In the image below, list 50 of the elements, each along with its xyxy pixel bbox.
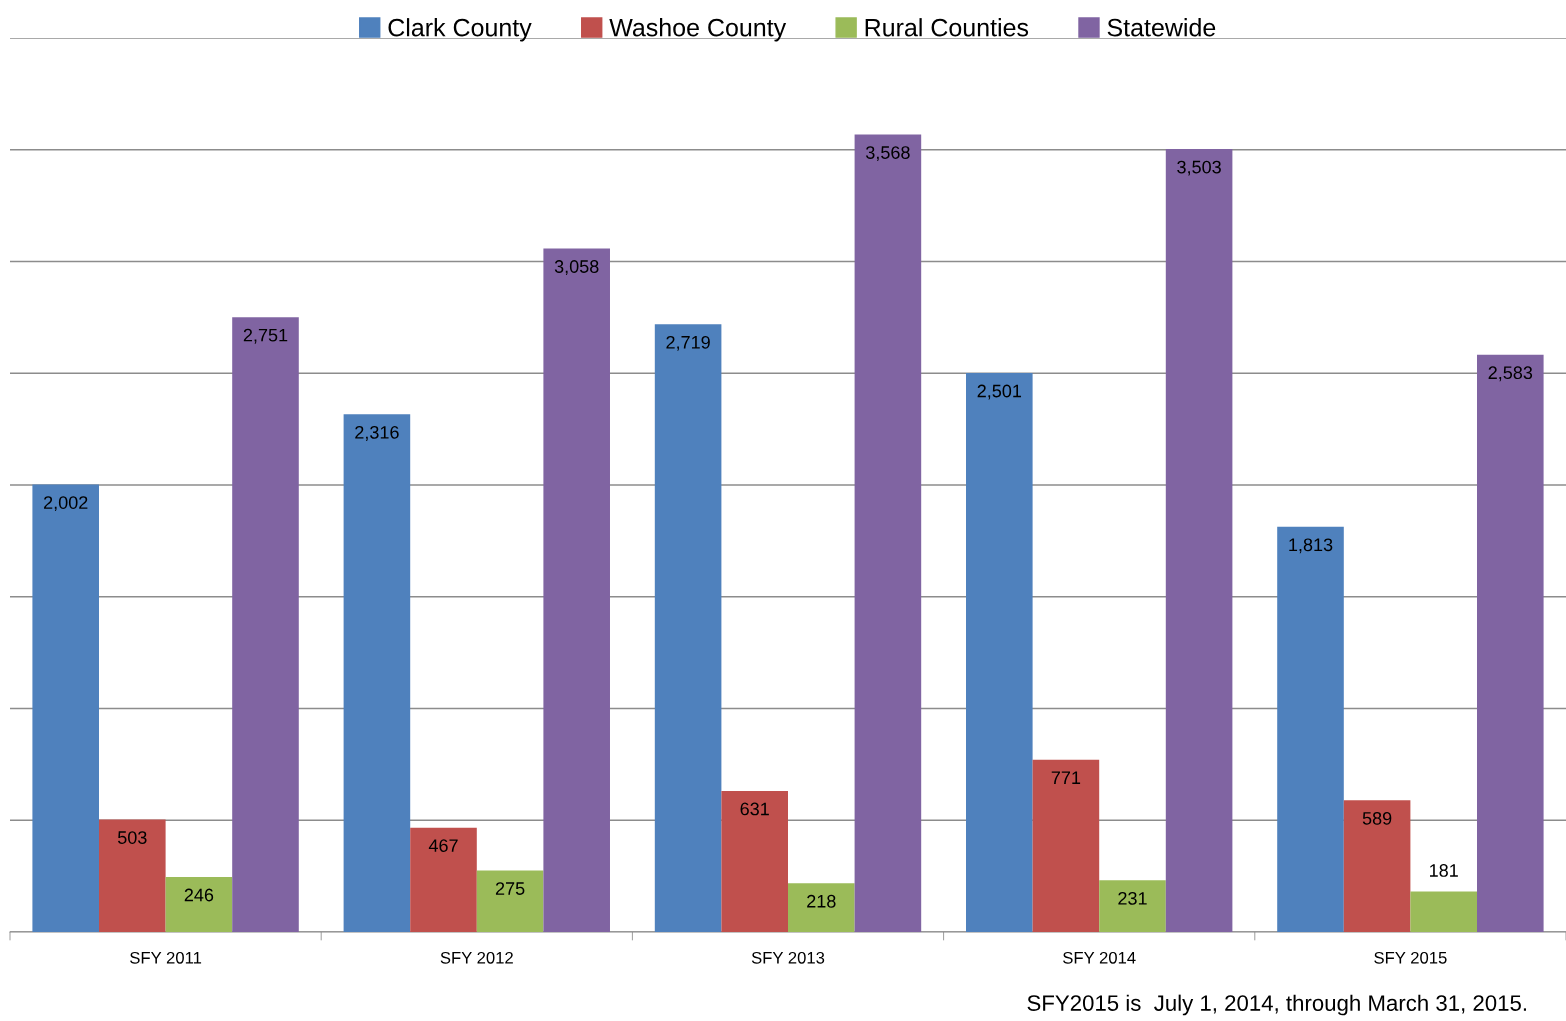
data-label: 2,316: [355, 425, 399, 441]
x-tick-label: SFY 2015: [1374, 951, 1447, 964]
data-label: 467: [428, 839, 458, 852]
data-label: 231: [1118, 891, 1147, 905]
data-label: 275: [495, 882, 525, 895]
data-label: 2,719: [666, 335, 710, 351]
x-tick-label: SFY 2011: [130, 951, 202, 964]
bar: [410, 827, 477, 932]
bar: [1477, 354, 1544, 932]
data-label: 3,058: [554, 260, 599, 276]
bar: [721, 790, 788, 932]
bar: [476, 870, 544, 932]
bar: [654, 324, 722, 932]
bar: [1410, 891, 1477, 932]
x-tick-label: SFY 2012: [440, 951, 513, 964]
x-tick-label: SFY 2014: [1063, 951, 1136, 964]
legend-label: Statewide: [1107, 18, 1216, 37]
bar: [232, 317, 299, 932]
bar: [1032, 759, 1100, 932]
data-label: 2,002: [44, 496, 88, 512]
bar: [99, 819, 166, 932]
data-label: 3,568: [865, 146, 910, 162]
data-label: 2,501: [977, 384, 1022, 400]
data-label: 771: [1051, 771, 1081, 784]
bar: [165, 877, 233, 932]
bar: [32, 484, 99, 932]
bar: [854, 134, 922, 932]
data-label: 246: [184, 888, 214, 902]
bar: [1277, 526, 1344, 932]
bar: [343, 414, 411, 932]
data-label: 1,813: [1289, 538, 1333, 554]
legend-label: Clark County: [388, 18, 532, 42]
data-label: 2,583: [1488, 366, 1533, 382]
bar: [543, 248, 610, 932]
data-label: 218: [807, 894, 836, 908]
x-tick-label: SFY 2013: [751, 951, 825, 964]
bar: [788, 883, 855, 932]
bar: [966, 373, 1033, 932]
data-label: 3,503: [1177, 160, 1221, 176]
bar: [1099, 880, 1166, 932]
bar: [1343, 800, 1411, 932]
data-label: 181: [1430, 864, 1458, 877]
data-label: 589: [1362, 811, 1392, 825]
data-label: 2,751: [243, 328, 288, 344]
text: SFY2015 is July 1, 2014, through March 31, 2015.: [1027, 994, 1527, 1016]
bar: [1165, 149, 1233, 932]
data-label: 631: [740, 802, 769, 816]
legend-label: Washoe County: [609, 18, 787, 42]
data-label: 503: [117, 831, 147, 844]
legend-label: Rural Counties: [865, 18, 1029, 37]
